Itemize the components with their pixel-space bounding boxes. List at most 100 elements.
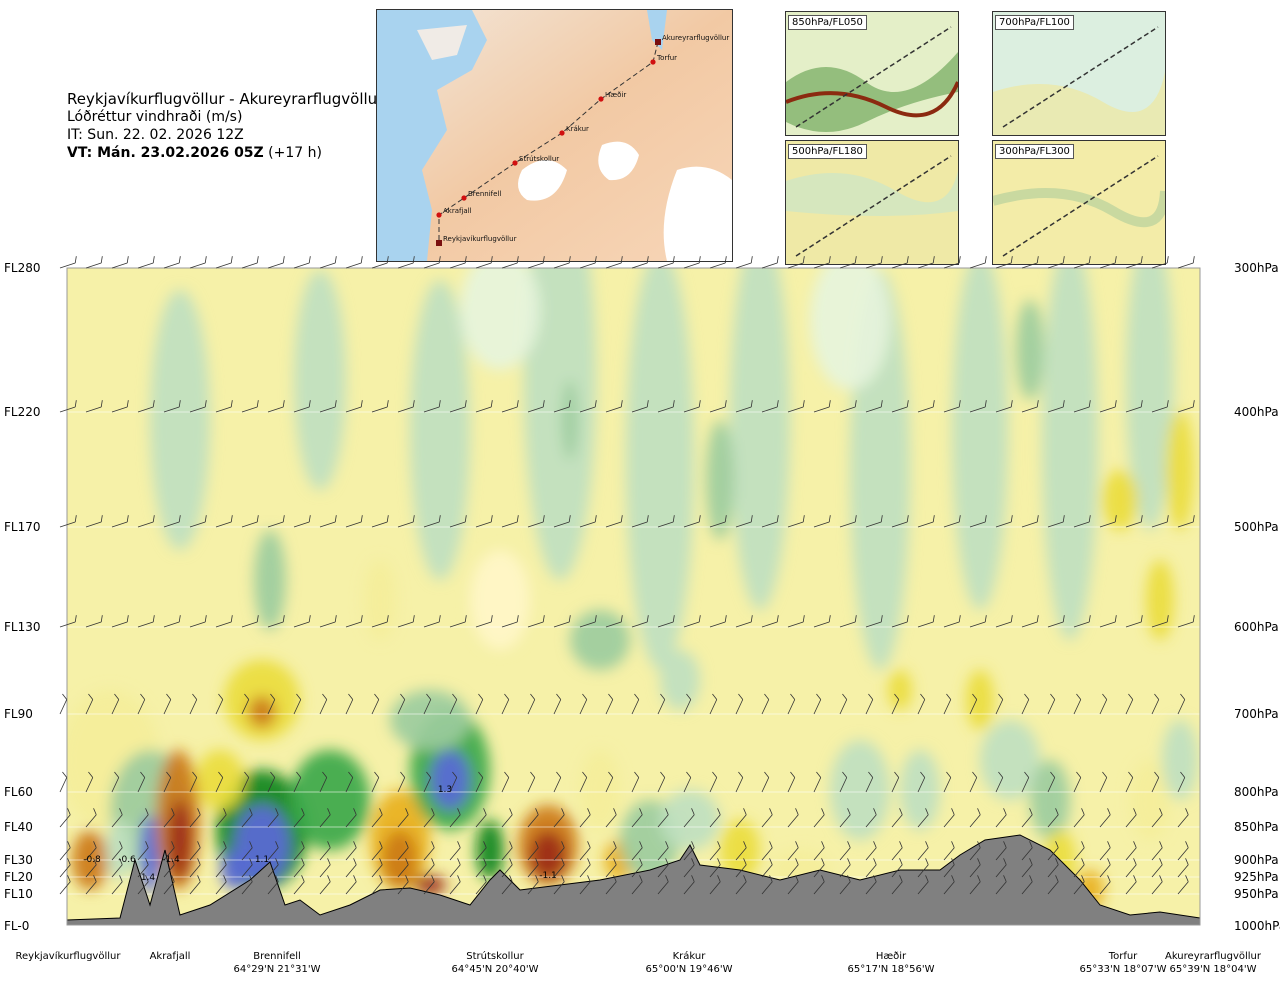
wind-barb-staff xyxy=(631,621,648,628)
wind-barb-feather xyxy=(946,693,952,700)
wind-barb-feather xyxy=(412,256,415,264)
wind-barb-staff xyxy=(1151,406,1168,413)
wind-barb-staff xyxy=(943,521,960,528)
route-point-marker xyxy=(461,195,467,201)
pressure-level-label: 800hPa xyxy=(1234,785,1279,799)
wind-barb-staff xyxy=(423,521,440,528)
wind-barb-staff xyxy=(787,814,799,828)
wind-barb-staff xyxy=(1073,262,1090,269)
wind-barb-staff xyxy=(1047,881,1059,895)
location-name: Krákur xyxy=(673,950,707,962)
wind-barb-staff xyxy=(527,847,539,861)
wind-barb-feather xyxy=(308,400,311,408)
wind-barb-feather xyxy=(1029,875,1033,882)
wind-barb-feather xyxy=(379,875,383,882)
wind-barb-feather xyxy=(1055,875,1059,882)
wind-barb-staff xyxy=(345,814,357,828)
route-point-marker xyxy=(436,212,442,218)
wind-barb-staff xyxy=(1177,847,1189,861)
wind-barb-staff xyxy=(631,521,648,528)
wind-barb-feather xyxy=(374,693,380,700)
wind-barb-staff xyxy=(579,881,591,895)
wind-barb-feather xyxy=(958,615,961,623)
wind-barb-feather xyxy=(379,858,383,865)
wind-barb-feather xyxy=(691,858,695,865)
wind-barb-feather xyxy=(197,841,201,848)
wind-barb-feather xyxy=(386,400,389,408)
wind-barb-staff xyxy=(137,847,149,861)
wind-barb-feather xyxy=(868,693,874,700)
wind-barb-feather xyxy=(854,400,857,408)
wind-barb-feather xyxy=(984,400,987,408)
wind-barb-staff xyxy=(813,814,825,828)
wind-barb-feather xyxy=(412,515,415,523)
wind-barb-feather xyxy=(925,875,929,882)
wind-barb-staff xyxy=(865,814,877,828)
wind-barb-staff xyxy=(501,777,510,793)
wind-barb-staff xyxy=(215,864,227,878)
wind-barb-staff xyxy=(1177,406,1194,413)
wind-barb-feather xyxy=(67,841,71,848)
wind-barb-staff xyxy=(631,864,643,878)
wind-barb-staff xyxy=(995,262,1012,269)
wind-barb-staff xyxy=(735,262,752,269)
wind-barb-feather xyxy=(1140,400,1143,408)
downdraft-area xyxy=(248,696,276,728)
wind-barb-feather xyxy=(360,256,363,264)
updraft-area xyxy=(1126,268,1174,530)
route-map: Akureyrarflugvöllur Torfur Hæðir Krákur Strú… xyxy=(376,9,733,262)
wind-barb-staff xyxy=(1125,814,1137,828)
wind-barb-staff xyxy=(631,262,648,269)
updraft-area xyxy=(430,750,470,810)
wind-barb-feather xyxy=(197,858,201,865)
wind-barb-staff xyxy=(345,406,362,413)
wind-barb-staff xyxy=(579,814,591,828)
wind-barb-staff xyxy=(813,262,830,269)
wind-barb-feather xyxy=(530,693,536,700)
wind-barb-feather xyxy=(353,858,357,865)
wind-barb-feather xyxy=(634,771,640,778)
level-map-850-svg xyxy=(786,12,958,135)
flight-level-label: FL220 xyxy=(4,405,41,419)
wind-barb-feather xyxy=(74,256,77,264)
wind-barb-staff xyxy=(995,847,1007,861)
wind-barb-feather xyxy=(932,256,935,264)
wind-barb-feather xyxy=(74,515,77,523)
wind-barb-staff xyxy=(657,699,666,715)
wind-barb-feather xyxy=(1055,808,1059,815)
wind-barb-feather xyxy=(1159,858,1163,865)
wind-barb-feather xyxy=(698,615,701,623)
wind-barb-staff xyxy=(475,699,484,715)
wind-barb-staff xyxy=(761,699,770,715)
wind-barb-feather xyxy=(223,841,227,848)
wind-barb-feather xyxy=(1107,875,1111,882)
wind-barb-staff xyxy=(631,814,643,828)
wind-barb-staff xyxy=(917,406,934,413)
wind-barb-staff xyxy=(59,262,76,269)
route-point-label: Krákur xyxy=(566,125,589,133)
wind-barb-feather xyxy=(790,693,796,700)
wind-barb-staff xyxy=(163,521,180,528)
wind-barb-feather xyxy=(672,515,675,523)
wind-barb-feather xyxy=(880,400,883,408)
wind-barb-feather xyxy=(308,256,311,264)
wind-barb-feather xyxy=(275,841,279,848)
wind-barb-staff xyxy=(657,262,674,269)
wind-barb-feather xyxy=(483,875,487,882)
wind-barb-staff xyxy=(345,621,362,628)
wind-barb-staff xyxy=(891,847,903,861)
wind-barb-staff xyxy=(553,847,565,861)
wind-barb-staff xyxy=(85,814,97,828)
wind-barb-feather xyxy=(256,515,259,523)
wind-barb-feather xyxy=(145,808,149,815)
wind-barb-staff xyxy=(137,814,149,828)
updraft-area xyxy=(150,290,210,550)
wind-barb-staff xyxy=(85,864,97,878)
wind-barb-staff xyxy=(1047,406,1064,413)
level-map-500-band xyxy=(786,171,958,216)
wind-barb-staff xyxy=(969,699,978,715)
wind-barb-staff xyxy=(579,777,588,793)
wind-barb-staff xyxy=(631,406,648,413)
wind-barb-staff xyxy=(319,262,336,269)
wind-barb-staff xyxy=(215,847,227,861)
